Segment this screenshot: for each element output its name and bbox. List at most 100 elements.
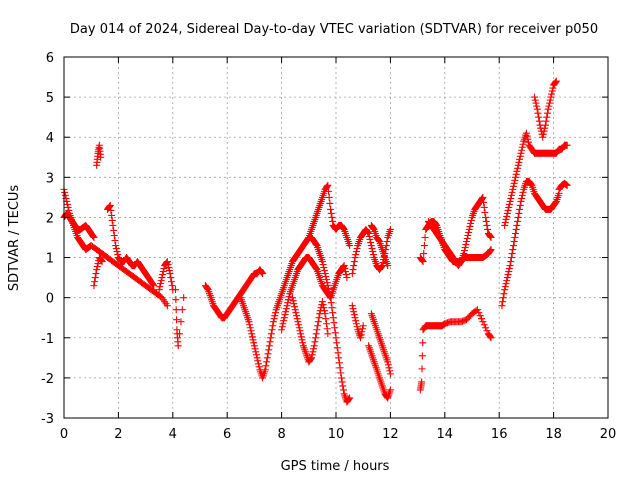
data-point <box>247 324 254 331</box>
y-tick-label-2: 2 <box>46 211 54 226</box>
data-point <box>544 110 551 117</box>
data-point <box>501 222 508 229</box>
data-point <box>252 348 259 355</box>
data-point <box>263 358 270 365</box>
data-point <box>507 258 514 265</box>
data-point <box>284 302 291 309</box>
data-point <box>172 296 179 303</box>
data-point <box>112 237 119 244</box>
series-s8 <box>202 266 266 321</box>
data-point <box>324 330 331 337</box>
data-point <box>478 315 485 322</box>
data-point <box>294 318 301 325</box>
data-point <box>253 351 260 358</box>
data-point <box>180 294 187 301</box>
data-point <box>311 342 318 349</box>
series-s17 <box>368 310 394 377</box>
data-point <box>271 312 278 319</box>
data-point <box>545 106 552 113</box>
data-point <box>483 218 490 225</box>
data-point <box>331 324 338 331</box>
data-point <box>502 283 509 290</box>
data-point <box>352 254 359 261</box>
data-point <box>511 180 518 187</box>
data-point <box>282 308 289 315</box>
data-point <box>328 304 335 311</box>
series-s14 <box>349 302 367 341</box>
data-point <box>352 314 359 321</box>
data-point <box>543 114 550 121</box>
data-point <box>323 320 330 327</box>
data-point <box>385 361 392 368</box>
data-point <box>336 359 343 366</box>
data-point <box>499 298 506 305</box>
data-point <box>539 134 546 141</box>
data-point <box>503 277 510 284</box>
data-point <box>547 97 554 104</box>
data-point <box>350 308 357 315</box>
data-point <box>506 201 513 208</box>
data-point <box>333 339 340 346</box>
data-point <box>512 230 519 237</box>
data-point <box>271 315 278 322</box>
data-point <box>160 268 167 275</box>
data-point <box>250 336 257 343</box>
y-tick-label-6: 6 <box>46 51 54 66</box>
data-point <box>386 364 393 371</box>
data-point <box>483 222 490 229</box>
data-point <box>313 326 320 333</box>
y-tick-label--3: -3 <box>41 412 54 427</box>
data-point <box>295 321 302 328</box>
data-point <box>92 270 99 277</box>
data-point <box>534 110 541 117</box>
data-point <box>333 334 340 341</box>
data-point <box>280 317 287 324</box>
data-point <box>337 364 344 371</box>
data-point <box>467 220 474 227</box>
data-point <box>367 239 374 246</box>
data-point <box>309 348 316 355</box>
series-s21 <box>498 178 562 309</box>
data-point <box>353 320 360 327</box>
data-point <box>367 236 374 243</box>
data-point <box>503 280 510 287</box>
data-point <box>268 330 275 337</box>
data-point <box>311 338 318 345</box>
data-point <box>282 311 289 318</box>
sdtvar-chart: Day 014 of 2024, Sidereal Day-to-day VTE… <box>0 0 640 480</box>
data-point <box>322 273 329 280</box>
x-tick-label-14: 14 <box>437 427 454 442</box>
data-point <box>468 217 475 224</box>
data-point <box>315 318 322 325</box>
data-point <box>542 122 549 129</box>
data-point <box>269 326 276 333</box>
data-point <box>351 311 358 318</box>
series-s3 <box>93 142 104 169</box>
data-point <box>256 363 263 370</box>
data-point <box>518 147 525 154</box>
data-point <box>513 222 520 229</box>
data-point <box>310 345 317 352</box>
data-point <box>516 206 523 213</box>
data-point <box>264 354 271 361</box>
data-point <box>500 290 507 297</box>
data-point <box>464 235 471 242</box>
data-point <box>536 118 543 125</box>
y-tick-label-5: 5 <box>46 91 54 106</box>
y-tick-label-0: 0 <box>46 292 54 307</box>
data-point <box>507 198 514 205</box>
data-point <box>322 310 329 317</box>
data-point <box>339 382 346 389</box>
data-point <box>517 202 524 209</box>
data-point <box>254 354 261 361</box>
data-point <box>515 214 522 221</box>
data-point <box>482 324 489 331</box>
data-point <box>62 192 69 199</box>
data-point <box>279 323 286 330</box>
data-point <box>321 267 328 274</box>
data-point <box>466 223 473 230</box>
data-point <box>290 300 297 307</box>
data-point <box>510 242 517 249</box>
data-point <box>110 227 117 234</box>
data-point <box>335 354 342 361</box>
